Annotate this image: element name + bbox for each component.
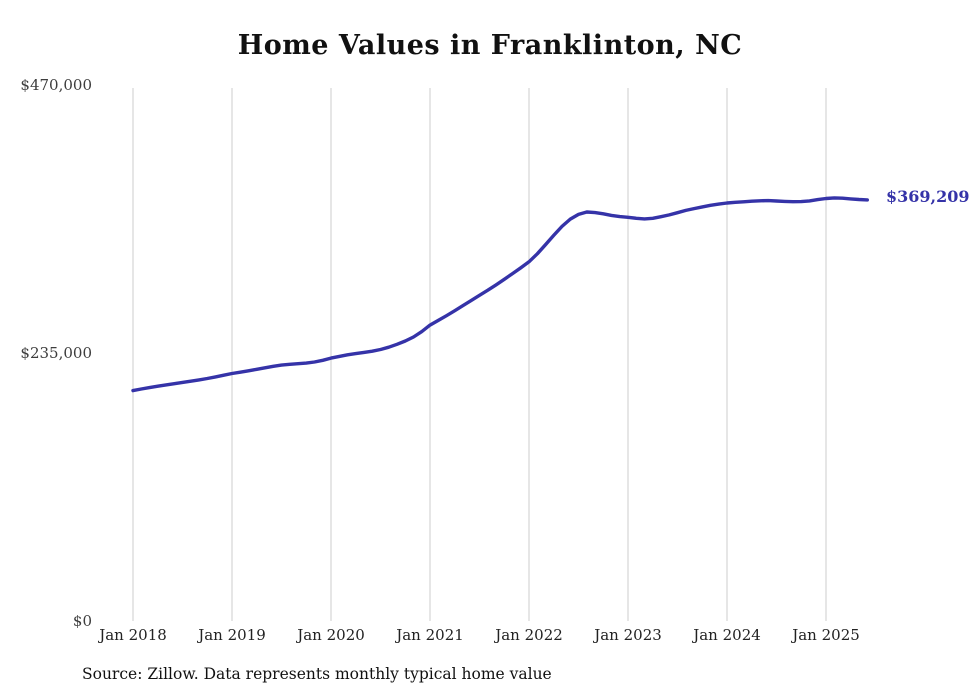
y-axis-tick-label: $0 (72, 612, 92, 630)
home-value-series-line (131, 196, 869, 393)
latest-value-label: $369,209 (886, 187, 970, 206)
x-axis-tick-label: Jan 2020 (297, 626, 365, 644)
y-axis-tick-label: $235,000 (20, 344, 92, 362)
x-axis-tick-label: Jan 2022 (495, 626, 563, 644)
source-note: Source: Zillow. Data represents monthly … (82, 665, 552, 683)
x-axis-tick-label: Jan 2023 (594, 626, 662, 644)
y-axis-tick-label: $470,000 (20, 76, 92, 94)
x-axis-tick-label: Jan 2021 (396, 626, 464, 644)
x-axis-tick-label: Jan 2025 (792, 626, 860, 644)
chart-title: Home Values in Franklinton, NC (237, 30, 743, 61)
x-axis-tick-label: Jan 2019 (198, 626, 266, 644)
x-axis-tick-label: Jan 2024 (693, 626, 761, 644)
x-axis-tick-label: Jan 2018 (99, 626, 167, 644)
